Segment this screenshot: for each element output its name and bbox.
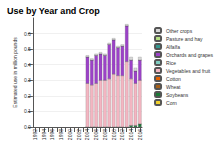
svg-text:Estimated use in million pound: Estimated use in million pounds: [12, 37, 18, 108]
svg-text:Wheat: Wheat: [166, 84, 181, 90]
svg-text:0.0: 0.0: [24, 124, 31, 130]
svg-text:2008: 2008: [102, 129, 108, 140]
svg-text:Cotton: Cotton: [166, 76, 181, 82]
svg-text:2004: 2004: [84, 129, 90, 140]
svg-text:0.6: 0.6: [24, 31, 31, 37]
svg-text:1994: 1994: [41, 129, 47, 140]
svg-text:2002: 2002: [76, 129, 82, 140]
svg-text:Rice: Rice: [166, 60, 176, 66]
svg-text:Soybeans: Soybeans: [166, 92, 189, 98]
svg-text:Corn: Corn: [166, 100, 177, 106]
svg-text:Vegetables and fruit: Vegetables and fruit: [166, 68, 211, 74]
svg-text:2006: 2006: [93, 129, 99, 140]
svg-text:1996: 1996: [49, 129, 55, 140]
svg-text:2016: 2016: [137, 129, 143, 140]
svg-text:Other crops: Other crops: [166, 28, 193, 34]
svg-text:0.1: 0.1: [24, 108, 31, 114]
svg-text:0.5: 0.5: [24, 46, 31, 52]
svg-text:1998: 1998: [58, 129, 64, 140]
svg-text:2010: 2010: [111, 129, 117, 140]
svg-text:Orchards and grapes: Orchards and grapes: [166, 52, 213, 58]
svg-text:2014: 2014: [128, 129, 134, 140]
svg-text:2012: 2012: [119, 129, 125, 140]
svg-text:Pasture and hay: Pasture and hay: [166, 36, 203, 42]
svg-text:2000: 2000: [67, 129, 73, 140]
svg-text:0.4: 0.4: [24, 62, 31, 68]
svg-text:0.3: 0.3: [24, 77, 31, 83]
svg-text:1992: 1992: [32, 129, 38, 140]
svg-text:Use by Year and Crop: Use by Year and Crop: [7, 6, 100, 16]
svg-text:0.2: 0.2: [24, 93, 31, 99]
svg-text:Alfalfa: Alfalfa: [166, 44, 180, 50]
